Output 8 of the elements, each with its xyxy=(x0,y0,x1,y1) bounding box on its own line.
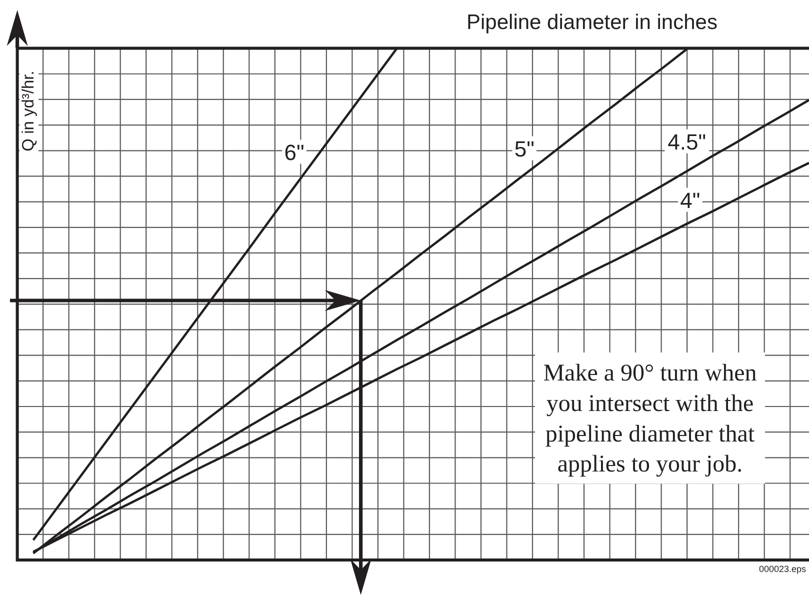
series-label: 4" xyxy=(680,187,700,212)
series-label: 4.5" xyxy=(668,128,706,154)
text: 000023.eps xyxy=(758,564,806,574)
y-axis-title: Q in yd³/hr. xyxy=(20,70,38,152)
chart-title: Pipeline diameter in inches xyxy=(466,11,718,34)
series-label: 6" xyxy=(284,139,304,164)
annotation: Make a 90° turn when you intersect with the pipeline diameter that applies to your job. xyxy=(543,360,757,478)
series-label: 5" xyxy=(514,136,534,161)
